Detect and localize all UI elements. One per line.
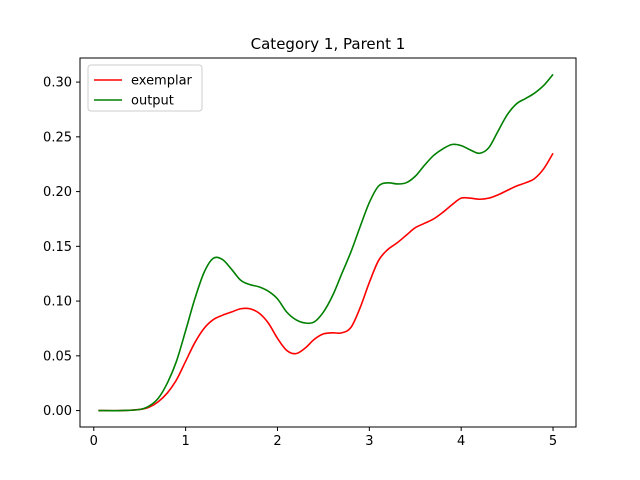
y-tick-label: 0.00 bbox=[43, 404, 72, 419]
y-tick-label: 0.05 bbox=[43, 349, 72, 364]
y-axis-ticks: 0.00 0.05 0.10 0.15 0.20 0.25 0.30 bbox=[43, 76, 80, 419]
axes-frame bbox=[79, 57, 577, 428]
x-tick-label: 4 bbox=[457, 434, 465, 449]
series-line-exemplar bbox=[98, 152, 554, 412]
x-axis-ticks: 0 1 2 3 4 5 bbox=[90, 427, 557, 449]
x-tick-label: 1 bbox=[181, 434, 189, 449]
y-tick-label: 0.25 bbox=[43, 130, 72, 145]
legend-label-exemplar: exemplar bbox=[131, 74, 193, 89]
legend: exemplar output bbox=[87, 64, 203, 112]
chart-title: Category 1, Parent 1 bbox=[251, 35, 406, 53]
legend-label-output: output bbox=[131, 94, 174, 109]
y-tick-label: 0.15 bbox=[43, 240, 72, 255]
plot-lines bbox=[98, 73, 554, 412]
x-tick-label: 3 bbox=[365, 434, 373, 449]
x-tick-label: 5 bbox=[549, 434, 557, 449]
series-line-output bbox=[98, 73, 554, 412]
y-tick-label: 0.30 bbox=[43, 76, 72, 91]
x-tick-label: 2 bbox=[273, 434, 281, 449]
y-tick-label: 0.10 bbox=[43, 295, 72, 310]
x-tick-label: 0 bbox=[90, 434, 98, 449]
y-tick-label: 0.20 bbox=[43, 185, 72, 200]
